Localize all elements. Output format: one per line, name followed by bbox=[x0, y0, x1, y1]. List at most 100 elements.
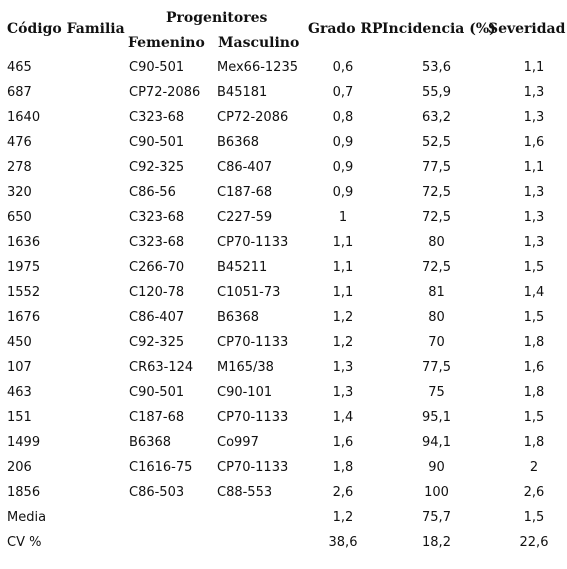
masculino-cell: CP70-1133 bbox=[217, 335, 289, 350]
codigo-familia-cell: 450 bbox=[7, 335, 32, 350]
femenino-cell: C323-68 bbox=[129, 235, 185, 250]
codigo-familia-cell: 1676 bbox=[7, 310, 41, 325]
table-row: 1552 C120-78 C1051-73 1,1 81 1,4 bbox=[0, 280, 564, 305]
codigo-familia-cell: 1856 bbox=[7, 485, 41, 500]
codigo-familia-cell: 278 bbox=[7, 160, 32, 175]
severidad-cell: 1,8 bbox=[523, 385, 545, 400]
grado-rp-cell: 0,8 bbox=[332, 110, 354, 125]
femenino-cell bbox=[129, 530, 217, 555]
incidencia-cell: 94,1 bbox=[422, 435, 451, 450]
severidad-cell: 22,6 bbox=[519, 535, 549, 550]
incidencia-cell: 53,6 bbox=[422, 60, 451, 75]
femenino-cell bbox=[129, 505, 217, 530]
table-row: 1975 C266-70 B45211 1,1 72,5 1,5 bbox=[0, 255, 564, 280]
table-row: 1499 B6368 Co997 1,6 94,1 1,8 bbox=[0, 430, 564, 455]
femenino-cell: CR63-124 bbox=[129, 360, 194, 375]
table-row: 450 C92-325 CP70-1133 1,2 70 1,8 bbox=[0, 330, 564, 355]
data-table-body: 465 C90-501 Mex66-1235 0,6 53,6 1,1 687 CP72-20… bbox=[0, 55, 564, 555]
severidad-cell: 1,3 bbox=[523, 85, 545, 100]
severidad-cell: 1,6 bbox=[523, 135, 545, 150]
femenino-cell: C90-501 bbox=[129, 60, 185, 75]
femenino-cell: C90-501 bbox=[129, 385, 185, 400]
severidad-cell: 1,1 bbox=[523, 160, 545, 175]
table-row: 151 C187-68 CP70-1133 1,4 95,1 1,5 bbox=[0, 405, 564, 430]
codigo-familia-cell: 206 bbox=[7, 460, 32, 475]
femenino-cell: C86-407 bbox=[129, 310, 185, 325]
masculino-cell: C86-407 bbox=[217, 160, 273, 175]
incidencia-cell: 75,7 bbox=[422, 510, 451, 525]
severidad-cell: 1,3 bbox=[523, 210, 545, 225]
masculino-cell: CP72-2086 bbox=[217, 110, 289, 125]
table-row: 465 C90-501 Mex66-1235 0,6 53,6 1,1 bbox=[0, 55, 564, 80]
incidencia-cell: 55,9 bbox=[422, 85, 451, 100]
severidad-cell: 2 bbox=[529, 460, 539, 475]
severidad-cell: 1,5 bbox=[523, 410, 545, 425]
table-row: 278 C92-325 C86-407 0,9 77,5 1,1 bbox=[0, 155, 564, 180]
incidencia-cell: 72,5 bbox=[422, 185, 451, 200]
severidad-cell: 2,6 bbox=[523, 485, 545, 500]
severidad-cell: 1,5 bbox=[523, 310, 545, 325]
table-row: Media 1,2 75,7 1,5 bbox=[0, 505, 564, 530]
masculino-cell: CP70-1133 bbox=[217, 410, 289, 425]
codigo-familia-cell: 1499 bbox=[7, 435, 41, 450]
table-row: 1676 C86-407 B6368 1,2 80 1,5 bbox=[0, 305, 564, 330]
masculino-cell bbox=[217, 505, 317, 530]
incidencia-cell: 72,5 bbox=[422, 210, 451, 225]
masculino-cell: B45181 bbox=[217, 85, 268, 100]
femenino-cell: C187-68 bbox=[129, 410, 185, 425]
header-severidad: Severidad bbox=[488, 21, 566, 37]
header-masculino: Masculino bbox=[218, 35, 300, 51]
incidencia-cell: 100 bbox=[424, 485, 449, 500]
codigo-familia-cell: 1636 bbox=[7, 235, 41, 250]
masculino-cell: B6368 bbox=[217, 310, 260, 325]
codigo-familia-cell: 151 bbox=[7, 410, 32, 425]
grado-rp-cell: 1,2 bbox=[332, 335, 354, 350]
codigo-familia-cell: 687 bbox=[7, 85, 32, 100]
grado-rp-cell: 1,2 bbox=[332, 310, 354, 325]
femenino-cell: B6368 bbox=[129, 435, 172, 450]
masculino-cell: CP70-1133 bbox=[217, 235, 289, 250]
grado-rp-cell: 1,3 bbox=[332, 360, 354, 375]
femenino-cell: CP72-2086 bbox=[129, 85, 201, 100]
table-row: CV % 38,6 18,2 22,6 bbox=[0, 530, 564, 555]
femenino-cell: C90-501 bbox=[129, 135, 185, 150]
grado-rp-cell: 1,6 bbox=[332, 435, 354, 450]
codigo-familia-cell: Media bbox=[7, 510, 47, 525]
incidencia-cell: 70 bbox=[428, 335, 445, 350]
femenino-cell: C86-56 bbox=[129, 185, 176, 200]
masculino-cell: C187-68 bbox=[217, 185, 273, 200]
codigo-familia-cell: 463 bbox=[7, 385, 32, 400]
masculino-cell: C88-553 bbox=[217, 485, 273, 500]
femenino-cell: C120-78 bbox=[129, 285, 185, 300]
femenino-cell: C323-68 bbox=[129, 110, 185, 125]
incidencia-cell: 80 bbox=[428, 310, 445, 325]
femenino-cell: C266-70 bbox=[129, 260, 185, 275]
incidencia-cell: 77,5 bbox=[422, 360, 451, 375]
masculino-cell: B45211 bbox=[217, 260, 268, 275]
masculino-cell: C90-101 bbox=[217, 385, 273, 400]
grado-rp-cell: 1,2 bbox=[332, 510, 354, 525]
incidencia-cell: 95,1 bbox=[422, 410, 451, 425]
grado-rp-cell: 1,1 bbox=[332, 285, 354, 300]
table-row: 476 C90-501 B6368 0,9 52,5 1,6 bbox=[0, 130, 564, 155]
codigo-familia-cell: 650 bbox=[7, 210, 32, 225]
grado-rp-cell: 0,9 bbox=[332, 135, 354, 150]
incidencia-cell: 52,5 bbox=[422, 135, 451, 150]
incidencia-cell: 75 bbox=[428, 385, 445, 400]
severidad-cell: 1,6 bbox=[523, 360, 545, 375]
masculino-cell: M165/38 bbox=[217, 360, 274, 375]
masculino-cell: C227-59 bbox=[217, 210, 273, 225]
grado-rp-cell: 1,1 bbox=[332, 260, 354, 275]
codigo-familia-cell: 1640 bbox=[7, 110, 41, 125]
header-femenino: Femenino bbox=[128, 35, 205, 51]
header-progenitores: Progenitores bbox=[166, 10, 268, 26]
header-grado-rp: Grado RP bbox=[308, 21, 383, 37]
table-row: 463 C90-501 C90-101 1,3 75 1,8 bbox=[0, 380, 564, 405]
severidad-cell: 1,8 bbox=[523, 435, 545, 450]
codigo-familia-cell: 107 bbox=[7, 360, 32, 375]
femenino-cell: C92-325 bbox=[129, 335, 185, 350]
severidad-cell: 1,5 bbox=[523, 260, 545, 275]
table-row: 650 C323-68 C227-59 1 72,5 1,3 bbox=[0, 205, 564, 230]
codigo-familia-cell: 1552 bbox=[7, 285, 41, 300]
